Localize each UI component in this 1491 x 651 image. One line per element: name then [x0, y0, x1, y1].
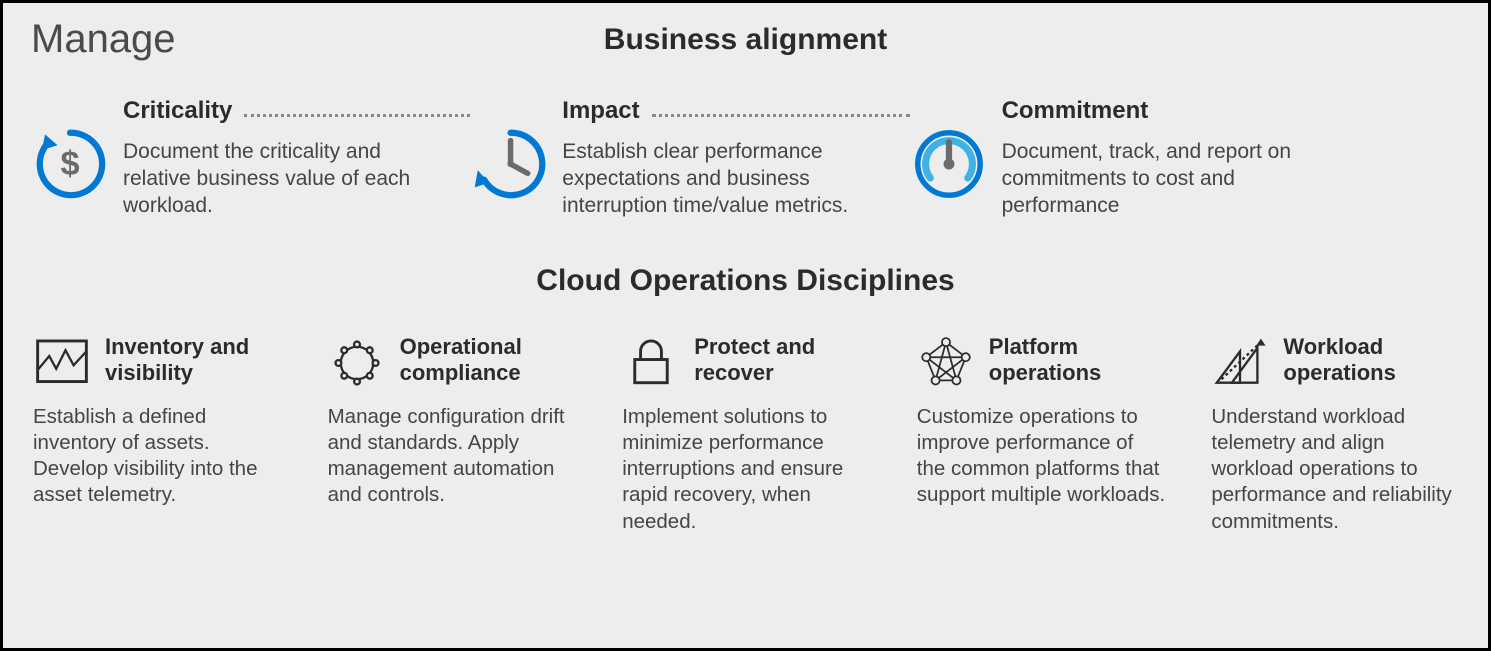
gear-icon — [328, 334, 386, 392]
discipline-desc: Manage configuration drift and standards… — [328, 404, 577, 509]
connector-dots — [244, 114, 470, 117]
alignment-impact: Impact Establish clear performance expec… — [470, 97, 909, 220]
alignment-title: Criticality — [123, 97, 232, 125]
chart-arrow-up-icon — [1211, 334, 1269, 392]
alignment-desc: Establish clear performance expectations… — [562, 139, 893, 220]
discipline-inventory: Inventory and visibility Establish a def… — [33, 334, 282, 535]
discipline-desc: Customize operations to improve performa… — [917, 404, 1166, 509]
svg-text:$: $ — [60, 145, 79, 183]
monitor-chart-icon — [33, 334, 91, 392]
discipline-workload: Workload operations Understand workload … — [1211, 334, 1460, 535]
content-frame: Manage Business alignment $ Criticality … — [0, 0, 1491, 651]
dollar-cycle-icon: $ — [31, 125, 109, 203]
discipline-title: Inventory and visibility — [105, 334, 282, 388]
alignment-title: Commitment — [1002, 97, 1149, 125]
discipline-title: Platform operations — [989, 334, 1166, 388]
discipline-title: Protect and recover — [694, 334, 871, 388]
alignment-desc: Document, track, and report on commitmen… — [1002, 139, 1354, 220]
network-graph-icon — [917, 334, 975, 392]
discipline-compliance: Operational compliance Manage configurat… — [328, 334, 577, 535]
discipline-desc: Understand workload telemetry and align … — [1211, 404, 1460, 535]
discipline-platform: Platform operations Customize operations… — [917, 334, 1166, 535]
disciplines-row: Inventory and visibility Establish a def… — [31, 334, 1460, 535]
discipline-protect: Protect and recover Implement solutions … — [622, 334, 871, 535]
alignment-criticality: $ Criticality Document the criticality a… — [31, 97, 470, 220]
discipline-desc: Establish a defined inventory of assets.… — [33, 404, 282, 509]
discipline-desc: Implement solutions to minimize performa… — [622, 404, 871, 535]
clock-history-icon — [470, 125, 548, 203]
discipline-title: Operational compliance — [400, 334, 577, 388]
alignment-desc: Document the criticality and relative bu… — [123, 139, 454, 220]
alignment-commitment: Commitment Document, track, and report o… — [910, 97, 1370, 220]
discipline-title: Workload operations — [1283, 334, 1460, 388]
lock-icon — [622, 334, 680, 392]
disciplines-heading: Cloud Operations Disciplines — [31, 264, 1460, 298]
business-alignment-row: $ Criticality Document the criticality a… — [31, 97, 1460, 220]
connector-dots — [652, 114, 910, 117]
page-title: Manage — [31, 17, 176, 62]
alignment-title: Impact — [562, 97, 639, 125]
business-alignment-heading: Business alignment — [31, 23, 1460, 57]
gauge-icon — [910, 125, 988, 203]
